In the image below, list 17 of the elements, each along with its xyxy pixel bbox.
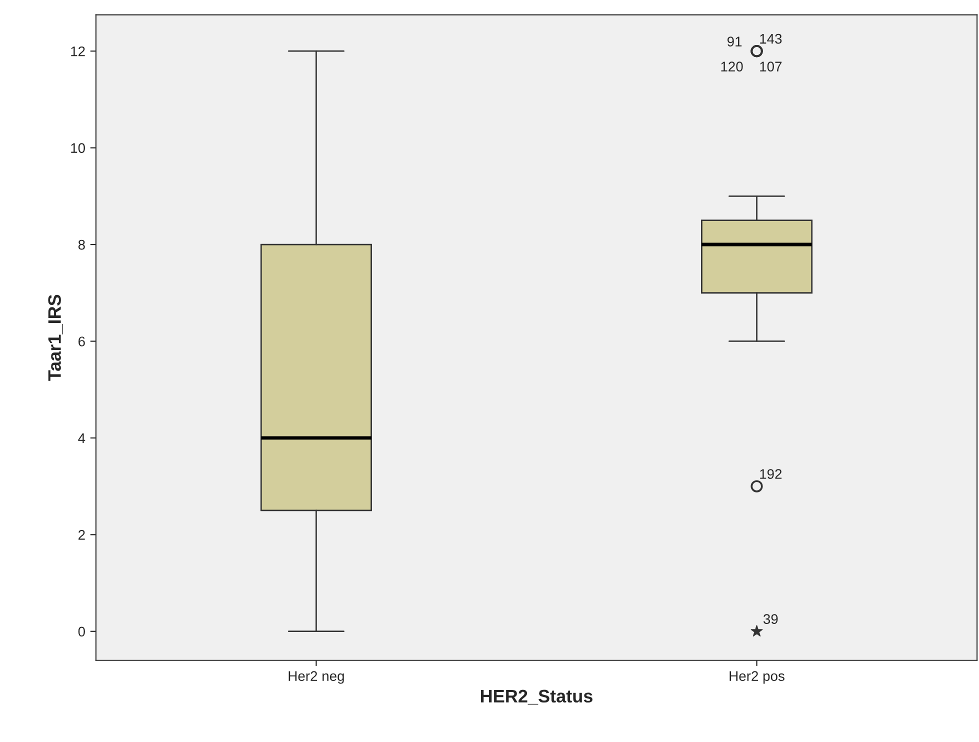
y-axis-title: Taar1_IRS: [48, 294, 63, 381]
y-tick-label: 12: [71, 46, 85, 56]
y-tick-label: 0: [78, 626, 85, 637]
x-tick-label: Her2 pos: [730, 671, 784, 684]
annotation: 39: [763, 614, 778, 624]
x-tick-label: Her2 neg: [288, 671, 344, 684]
x-axis-title: HER2_Status: [481, 690, 592, 705]
annotation: 91: [727, 36, 742, 46]
y-tick-label: 2: [78, 530, 85, 540]
annotation: 107: [760, 62, 782, 72]
annotation: 143: [760, 34, 782, 44]
y-tick-label: 10: [71, 143, 85, 153]
annotation: 192: [760, 469, 782, 479]
y-tick-label: 6: [78, 336, 85, 346]
y-tick-label: 8: [78, 240, 85, 250]
y-tick-label: 4: [78, 433, 86, 443]
annotation: 120: [721, 62, 743, 72]
